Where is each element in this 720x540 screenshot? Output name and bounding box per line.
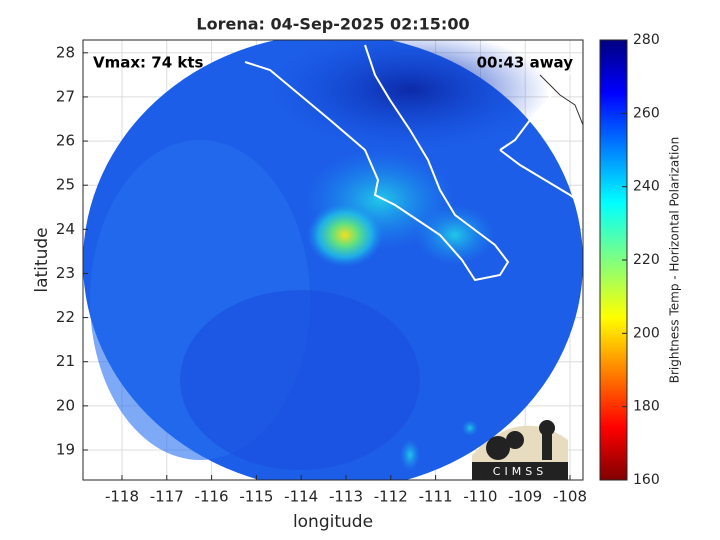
x-tick-label: -117 [150, 488, 184, 506]
y-tick-label: 25 [56, 176, 75, 194]
x-tick-label: -116 [195, 488, 229, 506]
logo: CIMSS [472, 420, 568, 480]
x-tick-label: -109 [508, 488, 542, 506]
y-tick-label: 23 [56, 264, 75, 282]
x-axis-label: longitude [293, 512, 373, 532]
x-tick-label: -112 [374, 488, 408, 506]
y-tick-label: 28 [56, 43, 75, 61]
colorbar-tick-label: 260 [633, 105, 660, 121]
x-tick-label: -118 [105, 488, 139, 506]
vmax-annotation: Vmax: 74 kts [93, 54, 203, 72]
y-tick-label: 22 [56, 308, 75, 326]
time-annotation: 00:43 away [477, 54, 574, 72]
chart-title: Lorena: 04-Sep-2025 02:15:00 [196, 15, 469, 34]
satellite-swath [83, 40, 583, 480]
y-tick-label: 26 [56, 132, 75, 150]
x-tick-label: -111 [419, 488, 453, 506]
x-tick-label: -115 [239, 488, 273, 506]
logo-text: CIMSS [493, 465, 547, 478]
x-tick-label: -113 [329, 488, 363, 506]
colorbar-tick-label: 200 [633, 325, 660, 341]
y-tick-label: 21 [56, 352, 75, 370]
colorbar-tick-label: 240 [633, 179, 660, 195]
colorbar-tick-label: 280 [633, 32, 660, 48]
plot-frame [82, 39, 584, 481]
y-tick-label: 19 [56, 440, 75, 458]
colorbar-label: Brightness Temp - Horizontal Polarizatio… [668, 137, 682, 384]
y-tick-label: 20 [56, 396, 75, 414]
x-tick-label: -110 [463, 488, 497, 506]
colorbar-tick-label: 160 [633, 472, 660, 488]
x-tick-label: -114 [284, 488, 318, 506]
colorbar-tick-label: 220 [633, 252, 660, 268]
colorbar-tick-label: 180 [633, 399, 660, 415]
y-axis-label: latitude [32, 227, 52, 292]
y-tick-label: 24 [56, 220, 75, 238]
x-tick-label: -108 [553, 488, 587, 506]
y-tick-label: 27 [56, 87, 75, 105]
